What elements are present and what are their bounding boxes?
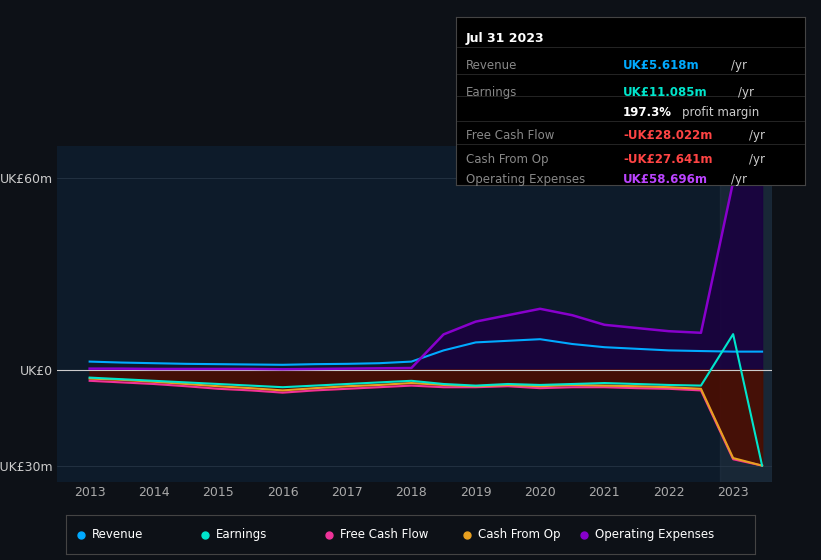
Text: -UK£28.022m: -UK£28.022m bbox=[623, 129, 713, 142]
Text: /yr: /yr bbox=[738, 86, 754, 99]
Text: Jul 31 2023: Jul 31 2023 bbox=[466, 32, 545, 45]
Text: Earnings: Earnings bbox=[466, 86, 517, 99]
Text: profit margin: profit margin bbox=[682, 106, 759, 119]
Text: 197.3%: 197.3% bbox=[623, 106, 672, 119]
Text: Revenue: Revenue bbox=[92, 528, 143, 542]
Text: Operating Expenses: Operating Expenses bbox=[466, 173, 585, 186]
Text: UK£58.696m: UK£58.696m bbox=[623, 173, 709, 186]
Text: Cash From Op: Cash From Op bbox=[478, 528, 561, 542]
Text: /yr: /yr bbox=[732, 173, 747, 186]
Text: UK£11.085m: UK£11.085m bbox=[623, 86, 708, 99]
Text: /yr: /yr bbox=[749, 153, 764, 166]
Text: /yr: /yr bbox=[749, 129, 764, 142]
Text: Cash From Op: Cash From Op bbox=[466, 153, 548, 166]
Text: -UK£27.641m: -UK£27.641m bbox=[623, 153, 713, 166]
Text: Operating Expenses: Operating Expenses bbox=[595, 528, 714, 542]
Text: Revenue: Revenue bbox=[466, 59, 517, 72]
Text: /yr: /yr bbox=[732, 59, 747, 72]
Text: UK£5.618m: UK£5.618m bbox=[623, 59, 699, 72]
Bar bbox=[720, 146, 772, 482]
Text: Earnings: Earnings bbox=[216, 528, 268, 542]
Text: Free Cash Flow: Free Cash Flow bbox=[340, 528, 429, 542]
Text: Free Cash Flow: Free Cash Flow bbox=[466, 129, 554, 142]
